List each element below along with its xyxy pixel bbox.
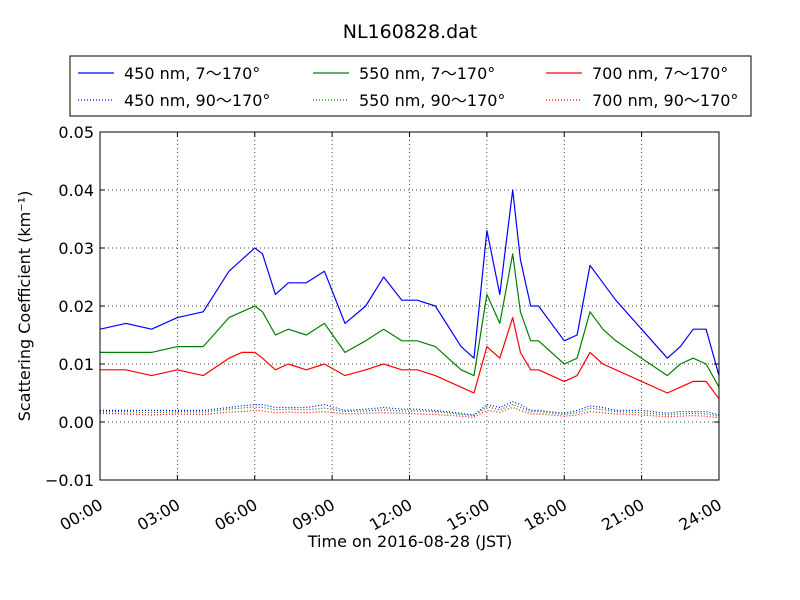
legend-label: 550 nm, 90～170° bbox=[359, 91, 505, 110]
series-layer bbox=[99, 189, 720, 419]
x-axis-label: Time on 2016-08-28 (JST) bbox=[307, 532, 512, 551]
series-line-2 bbox=[100, 317, 720, 400]
legend-label: 450 nm, 90～170° bbox=[124, 91, 270, 110]
plot-area bbox=[100, 132, 719, 480]
legend-label: 700 nm, 90～170° bbox=[592, 91, 738, 110]
legend-label: 550 nm, 7～170° bbox=[359, 64, 495, 83]
y-tick-label: 0.04 bbox=[58, 181, 94, 200]
series-line-1 bbox=[100, 253, 720, 388]
y-tick-label: 0.02 bbox=[58, 297, 94, 316]
series-line-3 bbox=[100, 401, 720, 416]
legend-label: 700 nm, 7～170° bbox=[592, 64, 728, 83]
y-tick-label: 0.05 bbox=[58, 123, 94, 142]
legend: 450 nm, 7～170° 450 nm, 90～170° 550 nm, 7～1… bbox=[69, 55, 752, 117]
series-line-4 bbox=[100, 404, 720, 417]
y-tick-label: −0.01 bbox=[45, 471, 94, 490]
legend-box bbox=[69, 55, 752, 117]
y-tick-label: 0.00 bbox=[58, 413, 94, 432]
series-line-5 bbox=[99, 406, 720, 419]
y-tick-label: 0.03 bbox=[58, 239, 94, 258]
legend-label: 450 nm, 7～170° bbox=[124, 64, 260, 83]
y-axis-label: Scattering Coefficient (km⁻¹) bbox=[15, 191, 34, 422]
y-tick-label: 0.01 bbox=[58, 355, 94, 374]
series-line-0 bbox=[99, 189, 720, 376]
chart-title: NL160828.dat bbox=[343, 21, 478, 43]
